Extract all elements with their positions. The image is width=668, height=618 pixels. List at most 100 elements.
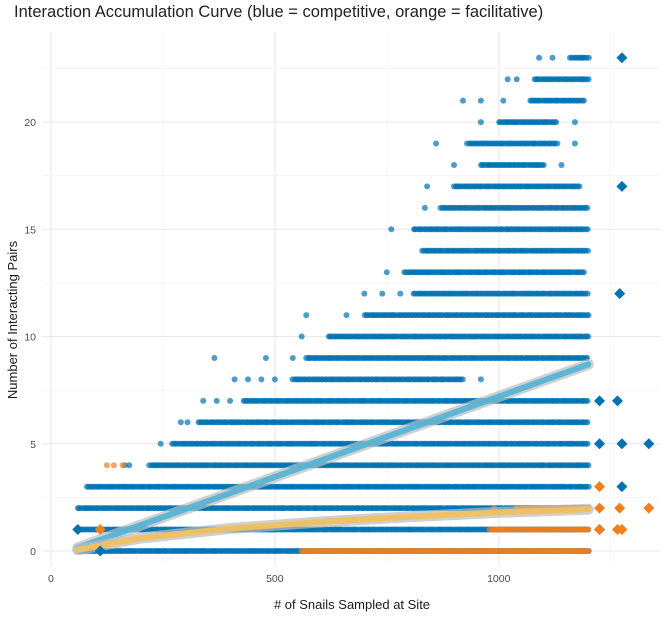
- competitive-point: [576, 183, 583, 190]
- competitive-point: [536, 54, 543, 61]
- x-axis-title: # of Snails Sampled at Site: [274, 597, 430, 612]
- competitive-point: [585, 483, 592, 490]
- competitive-diamond: [616, 52, 628, 64]
- competitive-point: [513, 76, 520, 83]
- competitive-point: [584, 247, 591, 254]
- competitive-point: [200, 397, 207, 404]
- competitive-point: [504, 76, 511, 83]
- y-tick-label: 5: [30, 439, 36, 451]
- competitive-point: [245, 376, 251, 383]
- facilitative-point: [585, 526, 592, 533]
- competitive-point: [157, 440, 164, 447]
- y-tick-label: 10: [24, 332, 36, 344]
- competitive-point: [459, 376, 466, 383]
- scatter-points: [75, 54, 592, 554]
- facilitative-point: [103, 462, 110, 469]
- competitive-point: [477, 97, 484, 104]
- x-tick-label: 1000: [487, 573, 511, 585]
- competitive-diamond: [616, 438, 628, 450]
- competitive-point: [213, 397, 220, 404]
- competitive-point: [433, 140, 440, 147]
- facilitative-diamond: [594, 481, 606, 493]
- competitive-point: [184, 419, 191, 426]
- competitive-point: [211, 355, 218, 361]
- y-tick-label: 20: [24, 117, 36, 129]
- competitive-point: [289, 355, 296, 361]
- facilitative-point: [119, 462, 126, 469]
- competitive-point: [303, 312, 310, 319]
- competitive-point: [584, 419, 591, 426]
- competitive-point: [553, 119, 560, 126]
- chart-title: Interaction Accumulation Curve (blue = c…: [14, 3, 544, 21]
- facilitative-diamond: [614, 502, 626, 514]
- competitive-point: [549, 54, 556, 61]
- competitive-point: [343, 312, 350, 319]
- facilitative-diamond: [94, 524, 106, 536]
- competitive-point: [231, 376, 238, 383]
- competitive-point: [571, 119, 578, 126]
- competitive-point: [585, 312, 592, 319]
- facilitative-diamond: [616, 524, 628, 536]
- competitive-point: [451, 162, 457, 168]
- facilitative-point: [110, 462, 117, 469]
- competitive-point: [177, 419, 184, 426]
- competitive-point: [298, 333, 305, 340]
- facilitative-diamond: [594, 524, 606, 536]
- competitive-trend-line: [74, 361, 592, 551]
- competitive-point: [383, 269, 390, 276]
- competitive-point: [397, 290, 404, 297]
- competitive-point: [584, 204, 591, 211]
- competitive-point: [424, 183, 431, 190]
- competitive-point: [460, 97, 466, 104]
- competitive-point: [271, 376, 278, 383]
- competitive-point: [580, 269, 587, 276]
- competitive-point: [361, 290, 368, 297]
- competitive-point: [500, 97, 507, 104]
- competitive-diamond: [611, 395, 623, 407]
- competitive-point: [580, 97, 587, 104]
- y-axis-title: Number of Interacting Pairs: [5, 240, 20, 399]
- competitive-point: [585, 54, 592, 61]
- competitive-point: [379, 290, 386, 297]
- facilitative-diamond: [643, 502, 655, 514]
- competitive-point: [584, 226, 591, 233]
- x-tick-label: 500: [266, 573, 284, 585]
- competitive-point: [585, 76, 592, 83]
- competitive-point: [258, 376, 265, 383]
- competitive-point: [126, 462, 133, 469]
- competitive-point: [584, 397, 591, 404]
- y-tick-label: 0: [30, 546, 36, 558]
- competitive-point: [421, 204, 428, 211]
- tick-labels: 0 500 1000 0 5 10 15 20: [24, 117, 510, 585]
- competitive-point: [262, 355, 269, 361]
- competitive-diamond: [616, 481, 628, 493]
- competitive-diamond: [616, 180, 628, 192]
- facilitative-diamond: [594, 502, 606, 514]
- competitive-point: [388, 226, 395, 233]
- competitive-diamond: [594, 395, 606, 407]
- y-tick-label: 15: [24, 224, 36, 236]
- trend-lines: [72, 358, 594, 556]
- competitive-point: [540, 162, 547, 168]
- diamond-markers: [72, 52, 655, 557]
- competitive-point: [554, 140, 561, 147]
- competitive-point: [571, 140, 578, 147]
- facilitative-point: [585, 548, 592, 554]
- competitive-diamond: [594, 438, 606, 450]
- competitive-point: [585, 462, 592, 469]
- facilitative-trend-line: [74, 506, 592, 553]
- competitive-diamond: [94, 545, 106, 557]
- competitive-diamond: [72, 524, 84, 536]
- x-tick-label: 0: [48, 573, 54, 585]
- competitive-point: [558, 162, 565, 168]
- competitive-diamond: [643, 438, 655, 450]
- competitive-diamond: [614, 288, 626, 300]
- competitive-point: [584, 440, 591, 447]
- competitive-point: [227, 397, 234, 404]
- competitive-point: [585, 333, 592, 340]
- competitive-point: [584, 290, 591, 297]
- competitive-point: [477, 376, 484, 383]
- competitive-point: [477, 119, 484, 126]
